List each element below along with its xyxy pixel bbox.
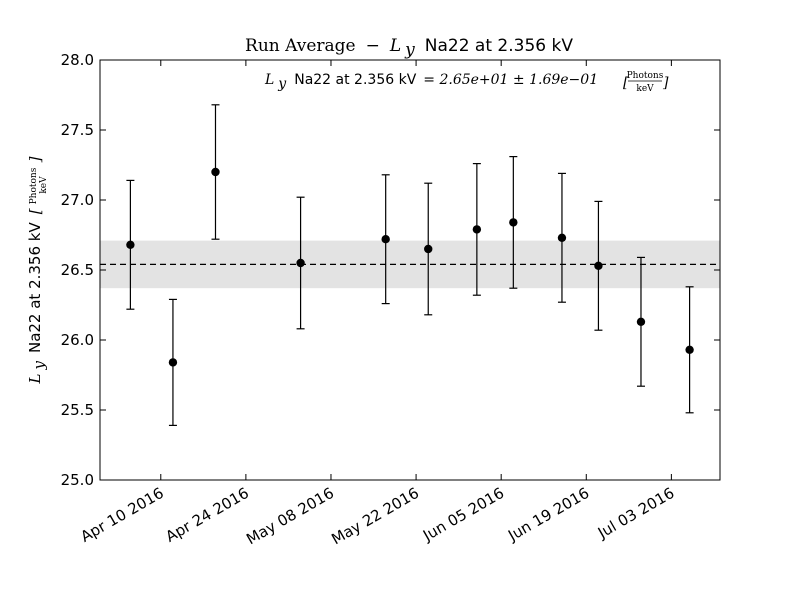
x-tick-label: Jun 19 2016	[504, 484, 592, 545]
x-tick-label: Apr 24 2016	[163, 484, 252, 546]
svg-text:keV: keV	[636, 84, 654, 94]
x-tick-label: May 22 2016	[328, 484, 422, 548]
y-tick-label: 26.0	[61, 331, 94, 349]
x-tick-label: May 08 2016	[243, 484, 337, 548]
y-tick-label: 25.5	[61, 401, 94, 419]
data-point	[296, 196, 305, 330]
data-point	[472, 163, 482, 296]
data-marker	[424, 244, 433, 254]
data-point	[126, 179, 135, 310]
data-points	[126, 104, 694, 426]
x-tick-label: Jun 05 2016	[419, 484, 507, 545]
svg-text:L y Na22 at 2.356: L y Na22 at 2.356 kV = 2.65e+01 ± 1.69e−…	[264, 71, 598, 92]
data-marker	[472, 225, 482, 234]
y-tick-label: 27.5	[61, 121, 94, 139]
x-tick-label: Jul 03 2016	[594, 484, 677, 543]
result-annotation: L y Na22 at 2.356 kV = 2.65e+01 ± 1.69e−…	[264, 71, 669, 94]
data-marker	[509, 218, 518, 227]
svg-text:]: ]	[662, 75, 669, 91]
svg-text:L y Na22 at 2.356: L y Na22 at 2.356 kV [ Photons keV ]	[23, 156, 50, 384]
data-point	[685, 286, 694, 414]
data-point	[381, 174, 390, 305]
data-marker	[685, 345, 694, 354]
data-marker	[211, 167, 220, 177]
data-point	[211, 104, 220, 240]
data-point	[168, 298, 178, 426]
plot-area: 25.0 25.5 26.0 26.5 27.0 27.5 28.0 Apr 10 2016…	[61, 51, 721, 548]
data-marker	[557, 233, 567, 242]
data-marker	[594, 261, 603, 270]
svg-text:Photons: Photons	[627, 71, 664, 81]
y-tick-label: 26.5	[61, 261, 94, 279]
data-point	[557, 172, 567, 303]
x-tick-label: Apr 10 2016	[77, 484, 166, 546]
chart-title: Run Average − L y Na22 at 2.356 kV	[245, 36, 573, 60]
data-marker	[636, 317, 646, 326]
y-axis-label: L y Na22 at 2.356 kV [ Photons keV ]	[23, 156, 50, 384]
y-tick-label: 27.0	[61, 191, 94, 209]
data-point	[509, 156, 518, 289]
data-point	[594, 200, 603, 331]
y-tick-label: 28.0	[61, 51, 94, 69]
data-marker	[126, 240, 135, 249]
data-marker	[381, 235, 390, 244]
svg-text:[: [	[623, 75, 629, 91]
y-tick-label: 25.0	[61, 471, 94, 489]
y-ticks: 25.0 25.5 26.0 26.5 27.0 27.5 28.0	[61, 51, 720, 489]
data-marker	[168, 358, 178, 367]
data-point	[636, 256, 646, 387]
data-point	[424, 182, 433, 316]
data-marker	[296, 258, 305, 268]
